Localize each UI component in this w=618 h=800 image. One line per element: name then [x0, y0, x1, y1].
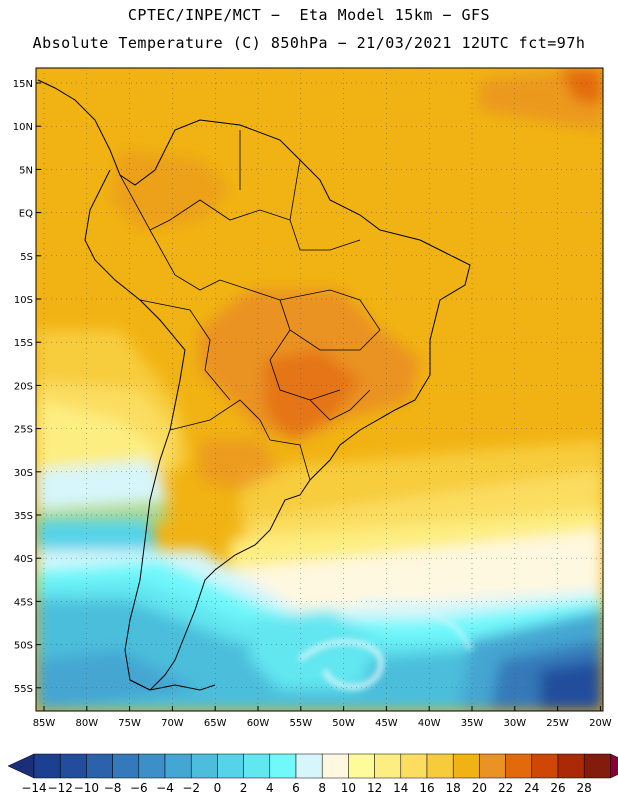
- country-borders: [119, 130, 381, 481]
- scale-label: 2: [240, 781, 248, 795]
- scale-label: −10: [74, 781, 99, 795]
- lat-tick-label: 20S: [14, 381, 33, 392]
- scale-label: −6: [130, 781, 148, 795]
- lon-tick-label: 55W: [289, 718, 312, 729]
- scale-color-box: [531, 753, 559, 779]
- latitude-ticks: 15N 10N 5N EQ 5S 10S 15S 20S 25S 30S 35S 40S 45S 50S 5…: [13, 79, 41, 695]
- gridlines: [36, 68, 603, 711]
- scale-color-box: [164, 753, 192, 779]
- title-line-1: CPTEC/INPE/MCT − Eta Model 15km − GFS: [127, 6, 491, 24]
- map-frame: [35, 67, 604, 712]
- scale-color-box: [321, 753, 349, 779]
- lon-tick-label: 40W: [418, 718, 441, 729]
- scale-label: 28: [577, 781, 592, 795]
- lon-tick-label: 70W: [161, 718, 184, 729]
- scale-label: −2: [182, 781, 200, 795]
- scale-color-box: [190, 753, 218, 779]
- scale-color-box: [557, 753, 585, 779]
- scale-color-box: [505, 753, 533, 779]
- lat-tick-label: 5S: [20, 252, 33, 263]
- scale-color-box: [269, 753, 297, 779]
- scale-color-box: [374, 753, 402, 779]
- lat-tick-label: 30S: [14, 468, 33, 479]
- scale-label: 14: [393, 781, 408, 795]
- scale-label: 16: [419, 781, 434, 795]
- lon-tick-label: 30W: [503, 718, 526, 729]
- scale-label: 8: [318, 781, 326, 795]
- scale-label: 24: [524, 781, 539, 795]
- scale-label: −14: [21, 781, 46, 795]
- lon-tick-label: 85W: [33, 718, 56, 729]
- longitude-ticks: 85W 80W 75W 70W 65W 60W 55W 50W 45W 40W 35W 30W 25W 2…: [33, 706, 612, 729]
- scale-label: 4: [266, 781, 274, 795]
- scale-label: −4: [156, 781, 174, 795]
- lat-tick-label: 10S: [14, 295, 33, 306]
- lon-tick-label: 25W: [546, 718, 569, 729]
- scale-color-box: [59, 753, 87, 779]
- scale-color-box: [217, 753, 244, 779]
- lat-tick-label: 45S: [14, 597, 33, 608]
- lon-tick-label: 35W: [461, 718, 484, 729]
- lon-tick-label: 75W: [118, 718, 141, 729]
- scale-label: 10: [341, 781, 356, 795]
- color-scale-bar: −14 −12 −10 −8 −6 −4 −2 0 2 4 6 8 10 12 14 16 18 20 22 24 26…: [7, 753, 618, 795]
- scale-color-box: [86, 753, 113, 779]
- scale-color-box: [452, 753, 480, 779]
- scale-color-box: [583, 753, 611, 779]
- lat-tick-label: 15N: [13, 79, 33, 90]
- scale-label: 18: [446, 781, 461, 795]
- scale-label: 6: [292, 781, 300, 795]
- lat-tick-label: 40S: [14, 554, 33, 565]
- scale-color-box: [243, 753, 271, 779]
- lon-tick-label: 80W: [75, 718, 98, 729]
- title-line-2: Absolute Temperature (C) 850hPa − 21/03/…: [32, 34, 586, 52]
- lat-tick-label: 25S: [14, 425, 33, 436]
- lon-tick-label: 60W: [247, 718, 270, 729]
- lat-tick-label: EQ: [19, 209, 33, 220]
- scale-low-arrow: [7, 753, 35, 779]
- lat-tick-label: 50S: [14, 641, 33, 652]
- coastlines: [37, 79, 471, 691]
- scale-color-box: [138, 753, 166, 779]
- scale-color-box: [426, 753, 454, 779]
- scale-label: 20: [472, 781, 487, 795]
- lat-tick-label: 15S: [14, 338, 33, 349]
- color-scale-boxes: [7, 753, 618, 779]
- lat-tick-label: 35S: [14, 511, 33, 522]
- scale-label: 12: [367, 781, 382, 795]
- scale-color-box: [295, 753, 323, 779]
- lat-tick-label: 10N: [13, 122, 33, 133]
- temperature-field: [36, 68, 603, 711]
- scale-label: 0: [214, 781, 222, 795]
- lat-tick-label: 55S: [14, 684, 33, 695]
- scale-color-box: [112, 753, 140, 779]
- lon-tick-label: 45W: [375, 718, 398, 729]
- scale-label: −12: [48, 781, 73, 795]
- temperature-map: 15N 10N 5N EQ 5S 10S 15S 20S 25S 30S 35S 40S 45S 50S 5…: [13, 67, 612, 729]
- scale-label: −8: [104, 781, 122, 795]
- lon-tick-label: 20W: [589, 718, 612, 729]
- color-scale-labels: −14 −12 −10 −8 −6 −4 −2 0 2 4 6 8 10 12 14 16 18 20 22 24 26…: [21, 781, 592, 795]
- scale-label: 22: [498, 781, 513, 795]
- scale-high-arrow: [610, 753, 618, 779]
- scale-label: 26: [550, 781, 565, 795]
- lon-tick-label: 50W: [332, 718, 355, 729]
- scale-color-box: [33, 753, 61, 779]
- lon-tick-label: 65W: [204, 718, 227, 729]
- lat-tick-label: 5N: [19, 165, 33, 176]
- scale-color-box: [479, 753, 506, 779]
- scale-color-box: [348, 753, 375, 779]
- scale-color-box: [400, 753, 428, 779]
